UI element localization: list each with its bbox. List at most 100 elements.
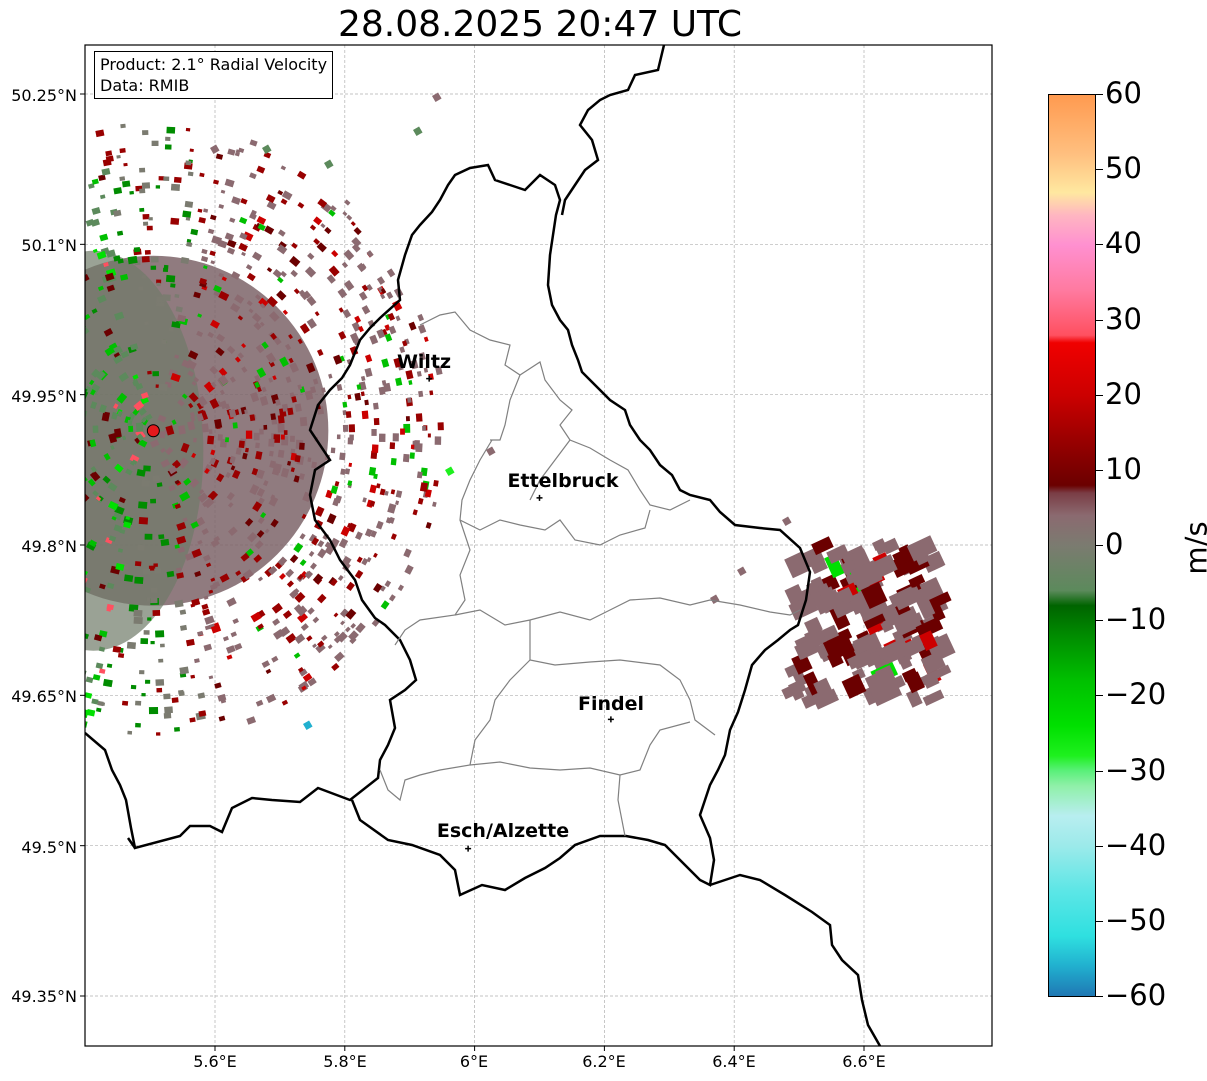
echo-bin [21,419,27,427]
echo-bin [330,447,336,454]
lon-label-6: 6°E [459,1052,489,1071]
echo-bin [351,243,361,253]
echo-bin [179,624,188,631]
echo-bin [354,569,364,579]
echo-bin [71,557,78,563]
echo-bin [6,564,13,571]
echo-bin [0,530,7,541]
echo-bin [366,283,373,291]
echo-bin [273,628,285,640]
echo-bin [208,675,214,680]
echo-bin [234,643,243,651]
echo-bin [73,272,80,279]
echo-bin [340,468,346,476]
echo-bin [311,537,320,546]
echo-bin [74,555,82,563]
echo-bin [395,315,401,322]
echo-bin [64,284,72,292]
echo-bin [210,260,216,265]
echo-bin [61,575,70,583]
echo-bin [166,126,176,134]
echo-bin [55,277,65,287]
echo-bin [331,662,340,672]
echo-bin [427,433,431,438]
echo-bin [201,248,208,255]
echo-bin [164,144,172,150]
echo-bin [170,372,181,383]
echo-bin [116,392,128,404]
echo-bin-east [877,641,901,660]
echo-bin [71,346,76,351]
echo-bin [85,719,86,729]
echo-bin [275,399,281,406]
echo-bin [242,231,254,242]
lon-label-6-4: 6.4°E [712,1052,756,1071]
echo-bin [278,241,287,250]
echo-bin [77,704,84,710]
echo-bin [257,516,265,525]
lat-label-49-65: 49.65°N [11,687,77,706]
echo-bin [256,215,267,225]
echo-bin [185,127,191,132]
echo-bin [224,403,230,410]
echo-bin [139,207,145,212]
echo-bin [179,666,189,675]
echo-bin [95,495,102,502]
country-border-luxembourg [85,163,812,897]
echo-bin [104,346,115,357]
lon-label-5-8: 5.8°E [323,1052,367,1071]
echo-bin [191,452,197,459]
echo-bin [208,589,214,594]
echo-bin [74,419,80,427]
echo-bin [226,345,236,355]
echo-bin [129,454,140,464]
echo-bin [127,255,138,265]
echo-bin [425,522,432,529]
echo-bin [345,411,352,418]
echo-bin [346,214,353,221]
echo-bin [116,154,121,159]
echo-bin [85,218,95,227]
echo-bin [356,556,363,564]
echo-bin [85,410,88,417]
echo-bin [44,470,53,480]
echo-bin [351,321,361,332]
echo-bin [315,643,326,654]
echo-bin [252,501,263,512]
echo-bin [203,497,215,509]
echo-bin [134,576,144,584]
echo-bin [434,436,442,445]
echo-bin [213,179,220,185]
echo-bin [165,447,174,456]
echo-bin [77,718,83,723]
echo-bin [171,419,177,426]
echo-bin [380,293,386,300]
echo-bin [210,381,217,388]
echo-bin [299,416,308,427]
echo-bin [418,390,424,398]
echo-bin [272,268,283,279]
echo-bin [76,175,83,181]
echo-bin [348,630,359,642]
colorbar-tick-label: 30 [1105,301,1142,336]
echo-bin [130,684,137,690]
echo-bin [392,433,399,442]
echo-bin [14,470,22,479]
echo-bin [113,355,123,365]
echo-bin [174,599,184,608]
echo-bin [333,631,340,637]
echo-bin [216,333,226,343]
echo-bin [189,717,196,723]
colorbar-tick [1096,770,1103,772]
echo-bin [12,565,20,573]
echo-bin [129,460,136,466]
echo-bin [67,612,73,618]
echo-bin [194,658,200,664]
echo-bin [320,223,326,229]
echo-bin [113,524,123,533]
echo-bin [237,352,244,359]
echo-bin [17,168,25,175]
echo-bin [50,155,59,163]
radar-site-marker[interactable] [146,424,160,438]
